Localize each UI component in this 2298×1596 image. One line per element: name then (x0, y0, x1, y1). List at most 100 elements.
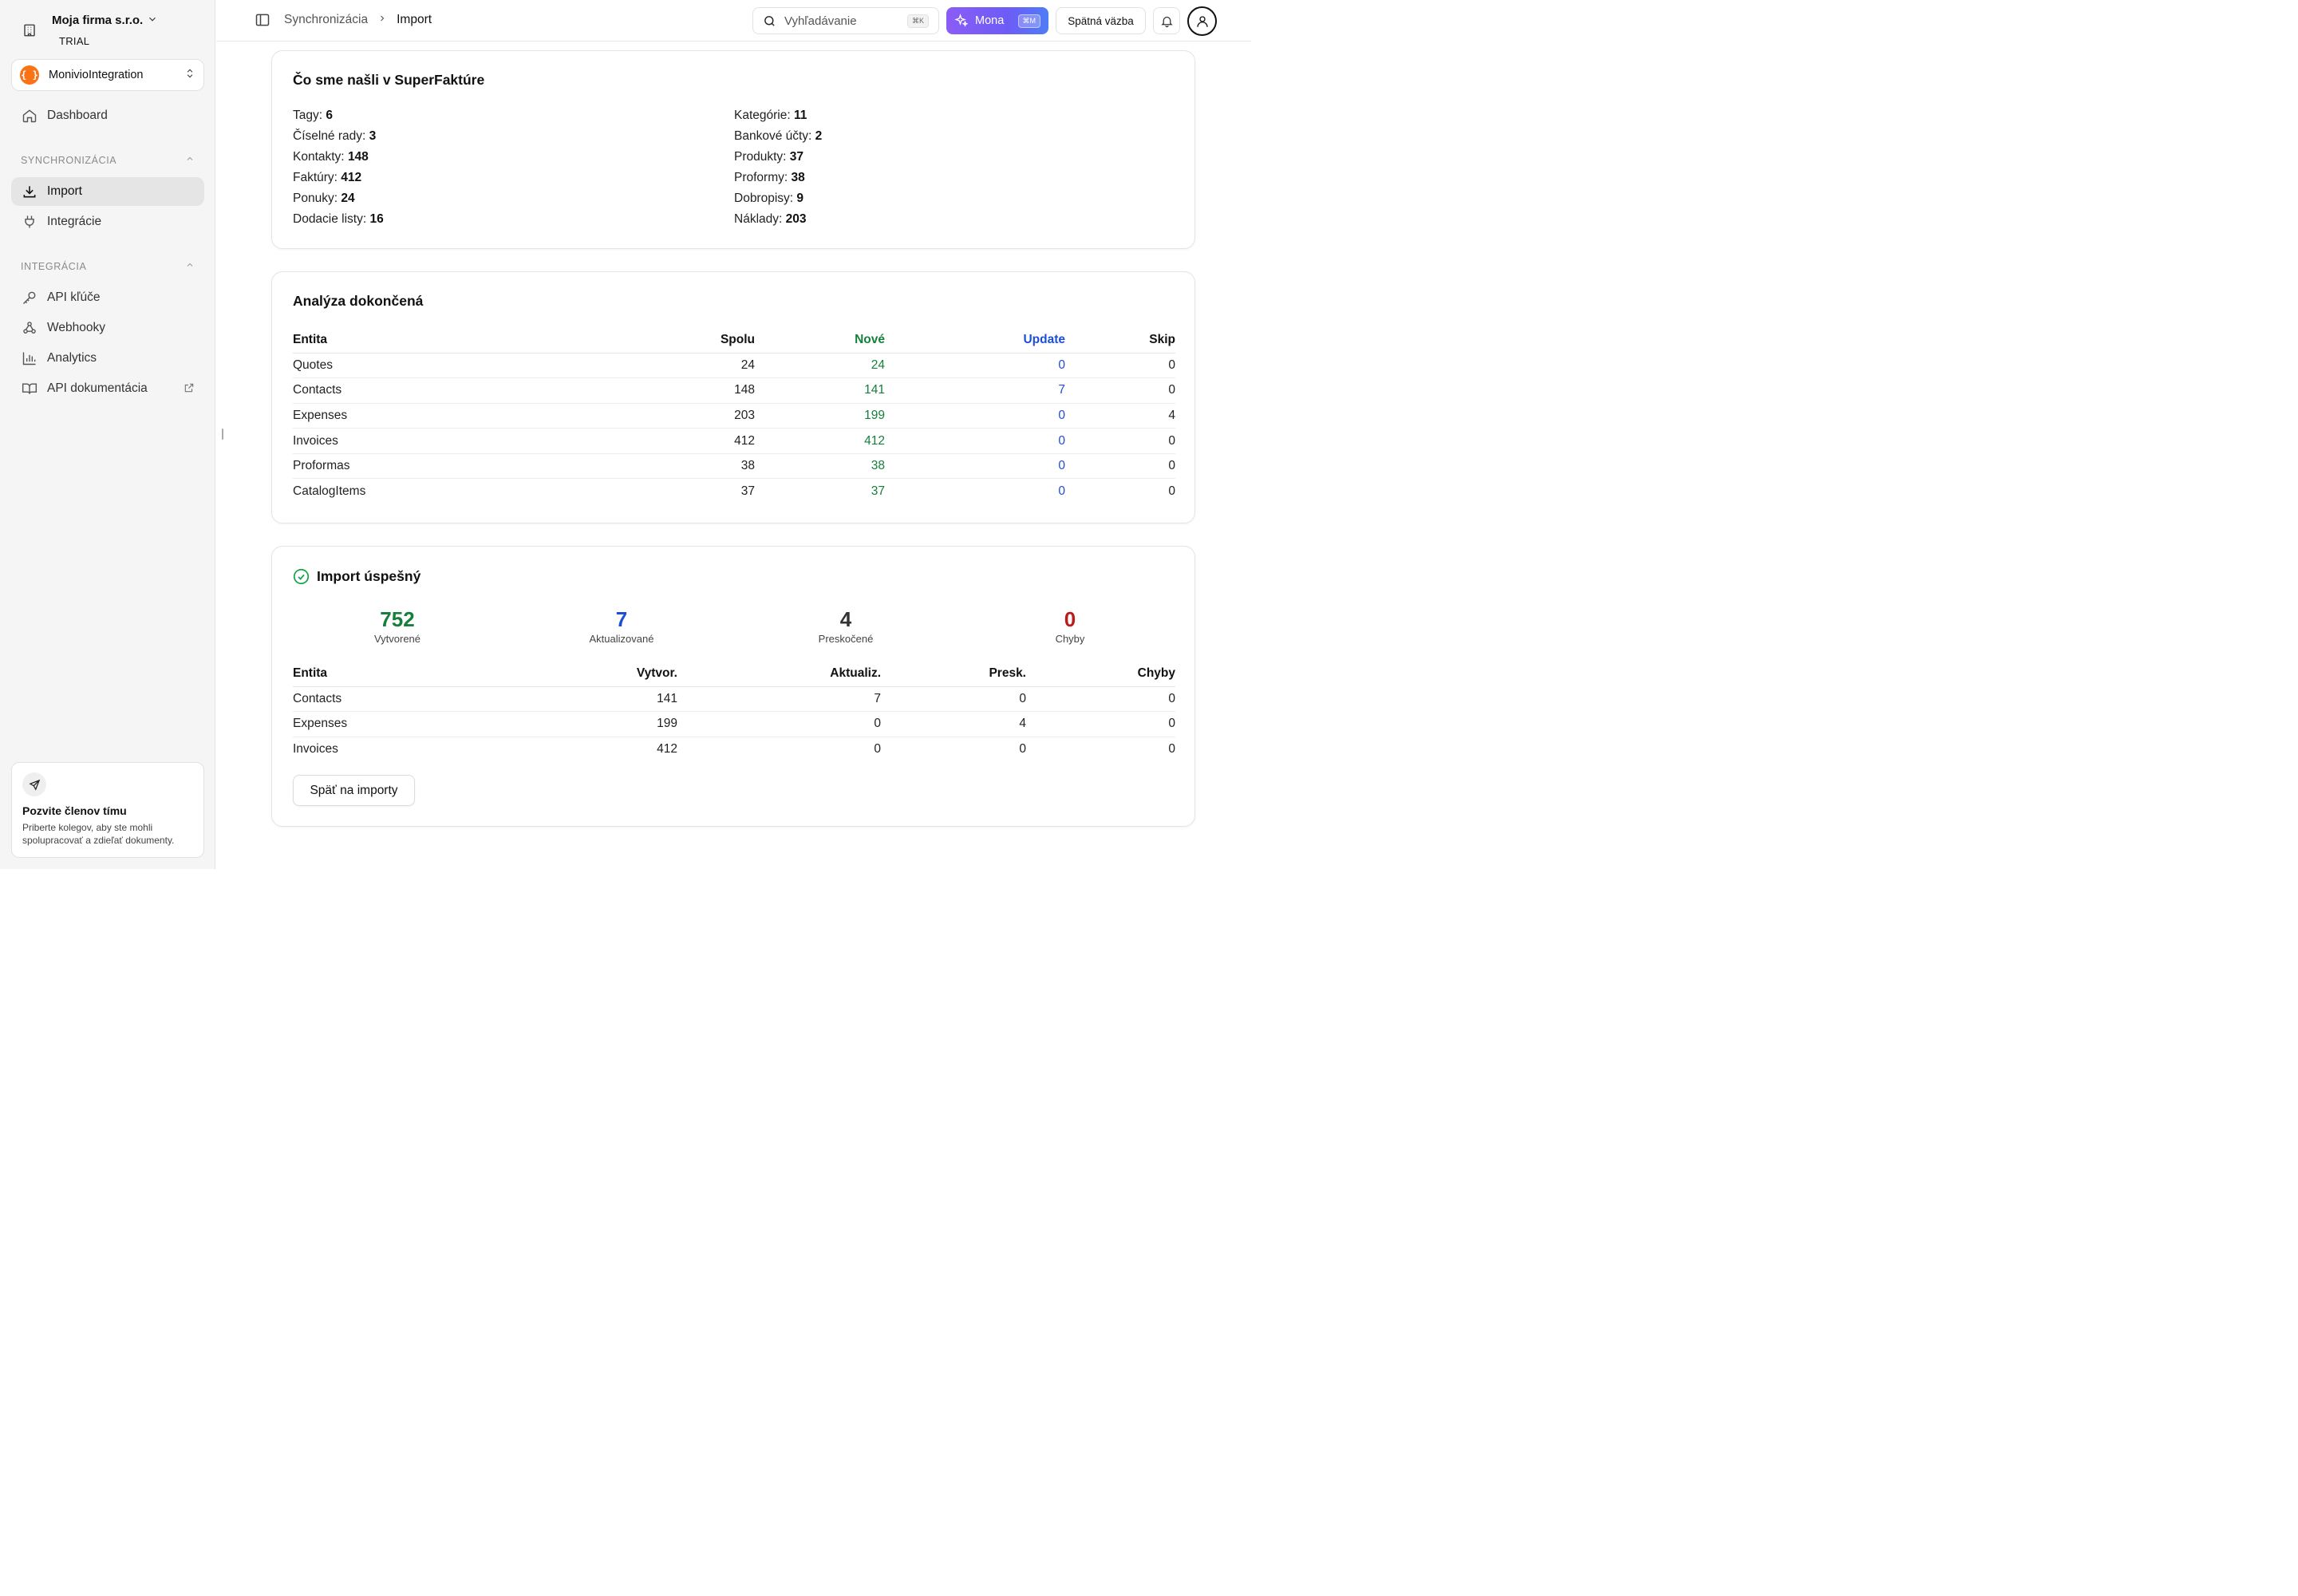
sparkles-icon (954, 14, 969, 28)
entity-cell: Invoices (293, 428, 564, 454)
value-cell: 0 (1019, 742, 1026, 757)
value-cell: 0 (1065, 453, 1175, 480)
summary-label: Aktualizované (589, 633, 654, 645)
section-integracia[interactable]: INTEGRÁCIA (21, 260, 195, 272)
key-icon (21, 289, 38, 306)
notifications-button[interactable] (1153, 7, 1180, 34)
sidebar-item-label: Dashboard (47, 109, 108, 122)
column-header: Chyby (1026, 661, 1175, 687)
value-cell: 412 (657, 742, 677, 757)
user-avatar[interactable] (1187, 6, 1217, 36)
breadcrumb: Synchronizácia Import (284, 13, 432, 27)
sidebar-resize-handle[interactable] (222, 429, 223, 440)
building-icon (18, 18, 41, 42)
entity-cell: Expenses (293, 403, 564, 429)
search-placeholder: Vyhľadávanie (784, 14, 857, 28)
sidebar-item-label: Import (47, 184, 82, 198)
value-cell: 0 (874, 742, 881, 757)
mona-ai-button[interactable]: Mona ⌘M (946, 7, 1048, 34)
entity-cell: Invoices (293, 742, 338, 757)
chevron-up-icon (185, 154, 195, 166)
project-name: MonivioIntegration (49, 69, 144, 81)
column-header: Spolu (564, 327, 755, 354)
search-input[interactable]: Vyhľadávanie ⌘K (752, 7, 939, 34)
invite-text: Priberte kolegov, aby ste mohli spolupra… (22, 822, 175, 846)
value-cell: 0 (885, 453, 1065, 480)
send-icon (22, 772, 46, 796)
card-title: Analýza dokončená (293, 293, 424, 309)
import-result-card: Import úspešný 752 Vytvorené 7 Aktualizo… (271, 546, 1195, 827)
stat-faktury: Faktúry: 412 (293, 171, 362, 184)
entity-cell: Expenses (293, 711, 532, 737)
value-cell: 0 (1168, 742, 1175, 757)
value-cell: 38 (564, 453, 755, 480)
value-cell: 0 (1058, 484, 1065, 499)
value-cell: 412 (755, 428, 885, 454)
column-header: Entita (293, 661, 532, 687)
stat-tagy: Tagy: 6 (293, 109, 333, 122)
sidebar-item-dashboard[interactable]: Dashboard (11, 101, 204, 130)
summary-label: Preskočené (818, 633, 874, 645)
table-row: Invoices 412 0 0 0 (293, 737, 1175, 762)
stat-dobropisy: Dobropisy: 9 (734, 192, 804, 205)
sidebar-item-api-keys[interactable]: API kľúče (11, 283, 204, 312)
value-cell: 7 (885, 377, 1065, 404)
value-cell: 7 (677, 686, 881, 713)
summary-value: 7 (615, 607, 628, 631)
download-icon (21, 183, 38, 200)
table-row: CatalogItems 37 37 0 0 (293, 479, 1175, 504)
table-header-row: Entita Spolu Nové Update Skip (293, 327, 1175, 354)
feedback-button[interactable]: Spätná väzba (1056, 7, 1146, 34)
sidebar-item-analytics[interactable]: Analytics (11, 344, 204, 373)
book-icon (21, 380, 38, 397)
sidebar-item-import[interactable]: Import (11, 177, 204, 206)
sidebar-item-integracie[interactable]: Integrácie (11, 207, 204, 236)
sidebar-item-label: Webhooky (47, 321, 105, 334)
back-to-imports-button[interactable]: Späť na importy (293, 775, 415, 806)
analysis-table: Entita Spolu Nové Update Skip Quotes 24 24… (293, 327, 1175, 504)
table-row: Expenses 199 0 4 0 (293, 711, 1175, 737)
mona-shortcut: ⌘M (1017, 14, 1040, 28)
column-header: Aktualiz. (677, 661, 881, 687)
summary-skipped: 4 Preskočené (766, 607, 926, 645)
stat-produkty: Produkty: 37 (734, 150, 804, 164)
value-cell: 199 (532, 711, 677, 737)
breadcrumb-item-synchronizacia[interactable]: Synchronizácia (284, 13, 369, 26)
value-cell: 0 (1065, 428, 1175, 454)
stat-ponuky: Ponuky: 24 (293, 192, 355, 205)
org-switcher[interactable]: Moja firma s.r.o. TRIAL (18, 11, 177, 51)
sidebar: Moja firma s.r.o. TRIAL { } MonivioInteg… (0, 0, 215, 869)
column-header: Nové (755, 327, 885, 354)
value-cell: 148 (564, 377, 755, 404)
column-header: Update (885, 327, 1065, 354)
summary-label: Chyby (1055, 633, 1085, 645)
value-cell: 199 (755, 403, 885, 429)
value-cell: 0 (1065, 353, 1175, 379)
table-row: Contacts 148 141 7 0 (293, 377, 1175, 404)
stat-kategorie: Kategórie: 11 (734, 109, 807, 122)
project-selector[interactable]: { } MonivioIntegration (11, 59, 204, 91)
section-synchronizacia[interactable]: SYNCHRONIZÁCIA (21, 154, 195, 166)
table-row: Invoices 412 412 0 0 (293, 428, 1175, 454)
sidebar-item-api-docs[interactable]: API dokumentácia (11, 374, 204, 403)
column-header: Presk. (881, 661, 1026, 687)
entity-cell: CatalogItems (293, 484, 366, 499)
table-row: Proformas 38 38 0 0 (293, 453, 1175, 480)
value-cell: 37 (871, 484, 885, 499)
invite-team-card[interactable]: Pozvite členov tímu Priberte kolegov, ab… (11, 762, 204, 858)
entity-cell: Contacts (293, 686, 532, 713)
column-header: Entita (293, 327, 564, 354)
table-row: Expenses 203 199 0 4 (293, 403, 1175, 429)
home-icon (21, 107, 38, 124)
table-header-row: Entita Vytvor. Aktualiz. Presk. Chyby (293, 661, 1175, 687)
value-cell: 37 (740, 484, 755, 499)
found-summary-card: Čo sme našli v SuperFaktúre Tagy: 6 Číse… (271, 50, 1195, 249)
sidebar-item-webhooky[interactable]: Webhooky (11, 314, 204, 342)
org-name: Moja firma s.r.o. (52, 14, 144, 27)
chevron-down-icon (147, 14, 158, 29)
chevron-up-down-icon (184, 68, 195, 83)
section-label: SYNCHRONIZÁCIA (21, 154, 117, 166)
section-label: INTEGRÁCIA (21, 260, 87, 272)
summary-value: 4 (839, 607, 852, 631)
sidebar-toggle-icon[interactable] (255, 12, 270, 32)
